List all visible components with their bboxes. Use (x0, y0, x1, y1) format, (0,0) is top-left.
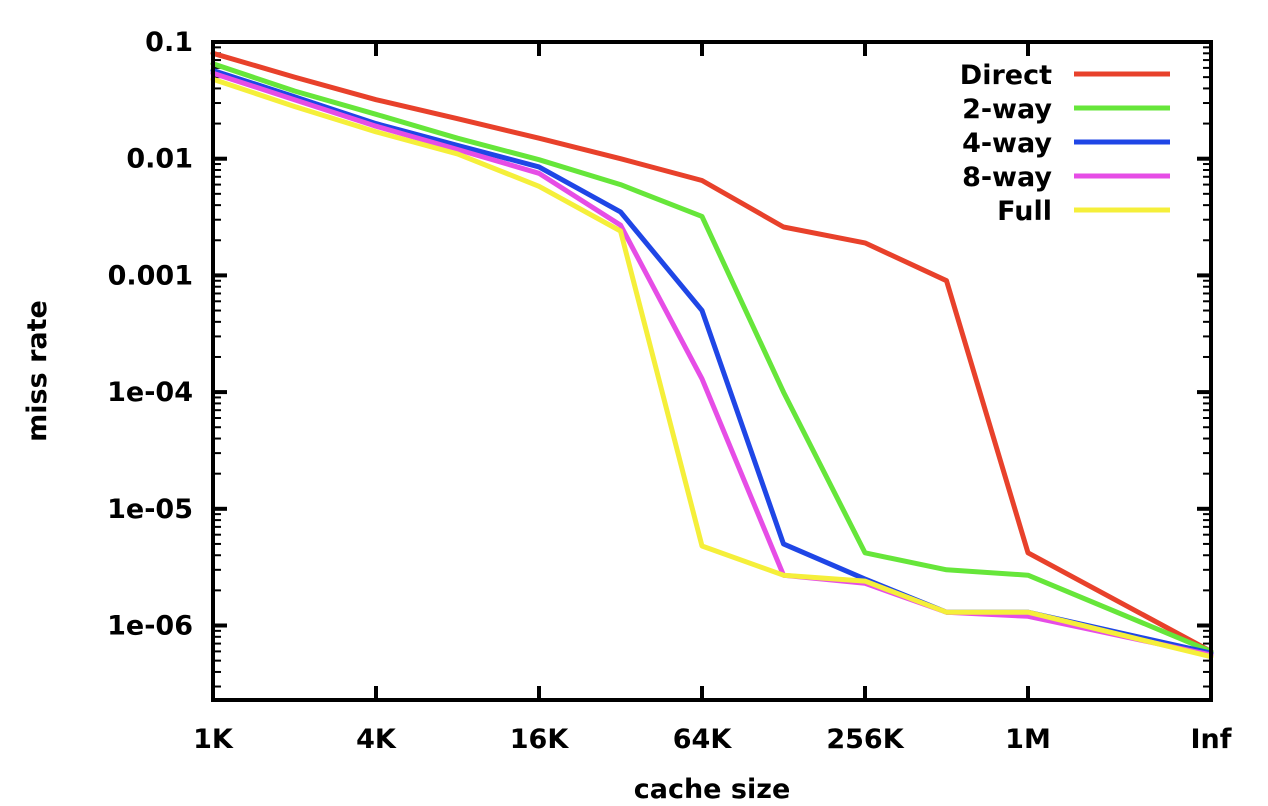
series-line-direct (210, 50, 1214, 654)
y-tick-label: 1e-05 (107, 494, 193, 525)
series-line-full (210, 76, 1214, 660)
y-axis-title: miss rate (22, 300, 53, 442)
y-tick-label: 1e-06 (107, 611, 193, 642)
legend-label: 8-way (962, 162, 1052, 193)
ticks-layer (211, 40, 1213, 700)
series-line-4-way (210, 68, 1214, 656)
series-line-2-way (210, 61, 1214, 654)
series-line-8-way (210, 70, 1214, 658)
x-axis-title: cache size (634, 774, 791, 805)
y-tick-label: 0.001 (108, 260, 193, 291)
x-tick-label: 1M (1005, 724, 1051, 755)
x-tick-label: 16K (510, 724, 570, 755)
legend-label: Direct (960, 60, 1052, 91)
x-tick-label: Inf (1190, 724, 1231, 755)
y-tick-label: 0.01 (126, 144, 193, 175)
labels-layer: 1K 4K 16K 64K 256K 1M Inf 0.1 0.01 0.001 1e-04 1e-0… (107, 27, 1232, 755)
legend-label: Full (997, 196, 1052, 227)
series-layer (210, 50, 1214, 660)
y-tick-label: 1e-04 (107, 377, 193, 408)
plot-frame (211, 40, 1213, 702)
x-tick-label: 256K (826, 724, 904, 755)
x-tick-label: 1K (193, 724, 234, 755)
legend-label: 2-way (962, 94, 1052, 125)
x-tick-label: 64K (673, 724, 733, 755)
y-tick-label: 0.1 (145, 27, 193, 58)
x-tick-label: 4K (356, 724, 397, 755)
legend-label: 4-way (962, 128, 1052, 159)
